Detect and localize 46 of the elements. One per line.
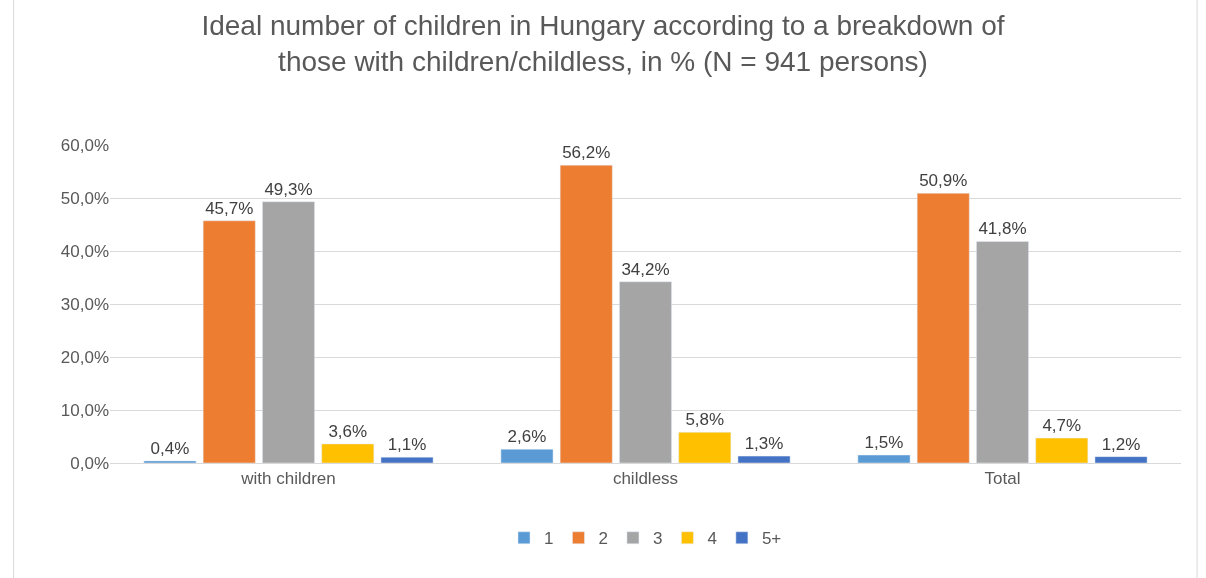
data-label: 1,1% (387, 435, 427, 455)
bar (202, 220, 256, 463)
data-label: 4,7% (1042, 416, 1082, 436)
legend-label: 5+ (761, 529, 782, 549)
data-label: 45,7% (205, 198, 254, 218)
y-tick-label: 30,0% (60, 294, 109, 314)
chart-title: Ideal number of children in Hungary according to a breakdown of those with children/childless, in % (N = 941 persons) (201, 9, 1005, 78)
x-tick-label: Total (984, 469, 1021, 489)
legend-label: 3 (652, 529, 663, 549)
bar (262, 201, 315, 463)
data-label: 34,2% (621, 259, 670, 279)
x-tick-label: childless (612, 469, 679, 489)
data-label: 41,8% (978, 219, 1027, 239)
data-label: 56,2% (562, 143, 611, 163)
legend-label: 4 (707, 529, 717, 549)
bar (380, 456, 434, 463)
bar (737, 455, 791, 463)
x-tick-label: with children (240, 469, 336, 489)
data-label: 5,8% (685, 410, 725, 430)
bar (500, 448, 554, 463)
legend-label: 1 (544, 529, 554, 549)
legend-label: 2 (598, 529, 608, 549)
bar (678, 432, 732, 463)
bar (321, 443, 375, 463)
data-label: 0,4% (150, 438, 190, 458)
y-tick-label: 60,0% (60, 135, 109, 155)
data-label: 3,6% (328, 421, 368, 441)
y-tick-label: 40,0% (60, 241, 109, 261)
data-label: 1,3% (744, 434, 784, 454)
bar (976, 241, 1029, 463)
y-tick-label: 50,0% (60, 188, 109, 208)
y-tick-label: 0,0% (70, 453, 109, 473)
data-label: 2,6% (507, 427, 547, 447)
bar (143, 460, 197, 463)
data-label: 49,3% (264, 179, 313, 199)
bar (916, 192, 970, 463)
data-label: 50,9% (919, 171, 968, 191)
data-label: 1,5% (864, 433, 904, 453)
bar (1094, 456, 1148, 463)
y-tick-label: 20,0% (60, 347, 109, 367)
bar (1035, 437, 1089, 463)
bar (619, 281, 672, 463)
bar (559, 164, 613, 463)
data-label: 1,2% (1101, 434, 1141, 454)
bar (857, 454, 911, 463)
y-tick-label: 10,0% (60, 400, 109, 420)
